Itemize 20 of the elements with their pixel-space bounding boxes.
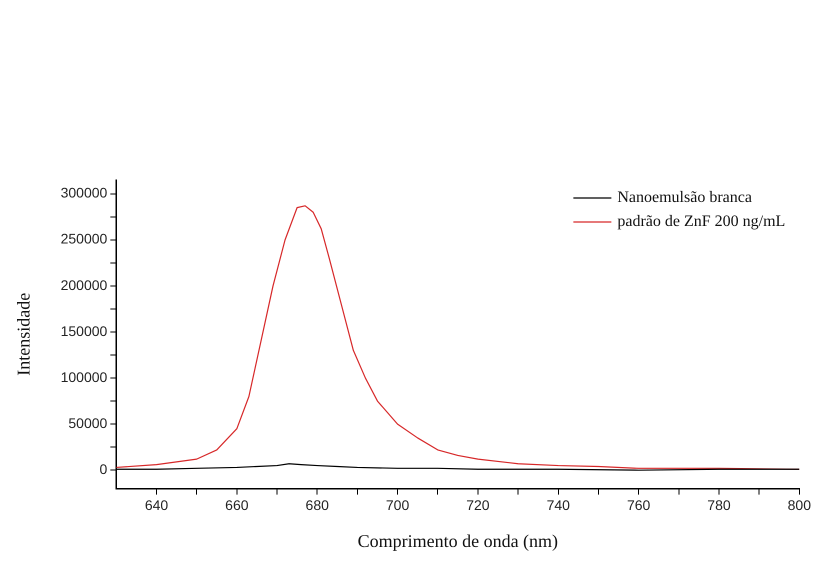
y-tick-label: 150000 <box>60 322 108 339</box>
x-axis-title: Comprimento de onda (nm) <box>358 530 558 551</box>
y-tick-label: 50000 <box>68 414 108 431</box>
x-tick-label: 640 <box>144 496 168 513</box>
x-tick-label: 660 <box>225 496 249 513</box>
x-tick-label: 740 <box>546 496 570 513</box>
x-tick-label: 720 <box>466 496 490 513</box>
x-tick-label: 780 <box>707 496 731 513</box>
legend-label: padrão de ZnF 200 ng/mL <box>617 213 786 230</box>
y-tick-label: 250000 <box>60 230 108 247</box>
y-tick-label: 300000 <box>60 184 108 201</box>
y-axis-title: Intensidade <box>14 292 34 376</box>
y-tick-label: 200000 <box>60 276 108 293</box>
y-tick-label: 0 <box>100 461 108 478</box>
y-tick-label: 100000 <box>60 368 108 385</box>
x-tick-label: 760 <box>626 496 651 513</box>
x-tick-label: 700 <box>386 496 410 513</box>
x-tick-label: 680 <box>306 496 330 513</box>
x-tick-label: 800 <box>788 496 812 513</box>
legend-label: Nanoemulsão branca <box>617 189 752 206</box>
